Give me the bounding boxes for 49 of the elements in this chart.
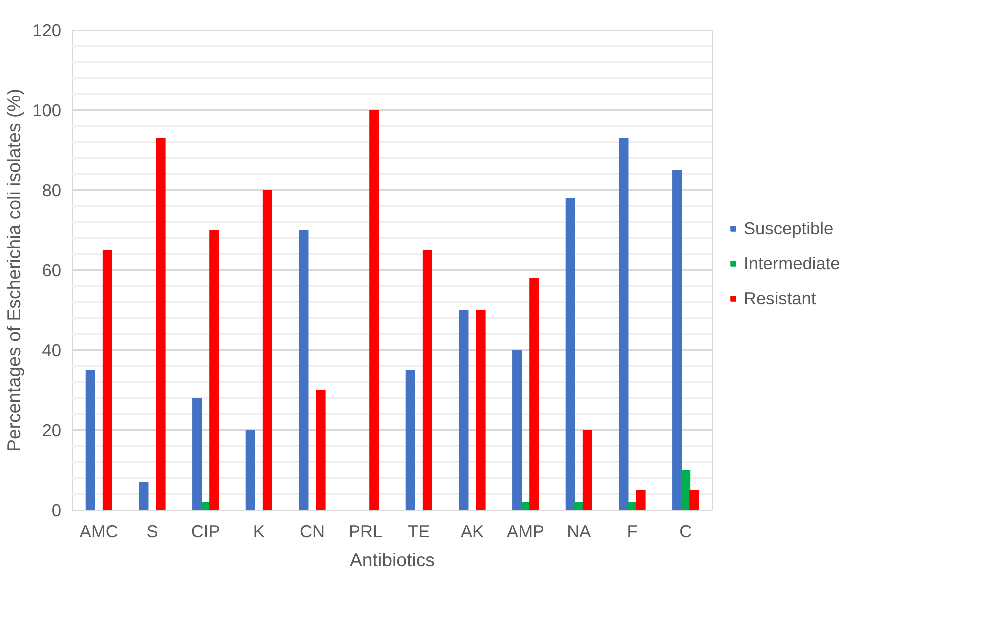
bar	[672, 170, 682, 510]
bar	[192, 398, 202, 510]
x-tick-label: NA	[567, 522, 592, 542]
y-tick-label: 20	[42, 420, 62, 440]
x-tick-label: CN	[300, 522, 326, 542]
y-tick-label: 80	[42, 180, 62, 200]
bar	[210, 230, 220, 510]
bar	[422, 250, 432, 510]
bar	[299, 230, 309, 510]
bar	[316, 390, 326, 510]
bar	[619, 138, 629, 510]
bar	[476, 310, 486, 510]
x-axis-title: Antibiotics	[350, 550, 436, 570]
bar	[262, 190, 272, 510]
y-tick-label: 0	[52, 500, 62, 520]
x-tick-label: AK	[460, 522, 484, 542]
x-tick-label: CIP	[191, 522, 220, 542]
x-tick-label: C	[680, 522, 692, 542]
legend-label: Susceptible	[744, 218, 834, 239]
x-tick-label: S	[146, 522, 158, 542]
y-tick-label: 60	[42, 260, 62, 280]
y-tick-label: 120	[32, 20, 62, 40]
legend-label: Resistant	[744, 288, 816, 309]
bar	[582, 430, 592, 510]
y-tick-label: 40	[42, 340, 62, 360]
x-tick-label: PRL	[348, 522, 384, 542]
bar	[406, 370, 416, 510]
bar	[139, 482, 149, 510]
bar	[156, 138, 166, 510]
bar	[530, 278, 540, 510]
y-tick-label: 100	[32, 100, 62, 120]
bar	[628, 502, 638, 510]
bar	[102, 250, 112, 510]
bar	[690, 490, 700, 510]
x-tick-label: F	[627, 522, 638, 542]
bar	[370, 110, 380, 510]
bar	[86, 370, 96, 510]
x-tick-label: K	[253, 522, 266, 542]
bar	[512, 350, 522, 510]
bar	[681, 470, 691, 510]
legend-label: Intermediate	[744, 253, 840, 274]
y-axis-title: Percentages of Escherichia coli isolates (%)	[4, 89, 25, 452]
x-tick-label: AMC	[80, 522, 118, 542]
x-tick-label: AMP	[507, 522, 545, 542]
bar	[246, 430, 256, 510]
x-tick-label: TE	[408, 522, 430, 542]
bar	[459, 310, 469, 510]
bar	[636, 490, 646, 510]
bar	[566, 198, 576, 510]
